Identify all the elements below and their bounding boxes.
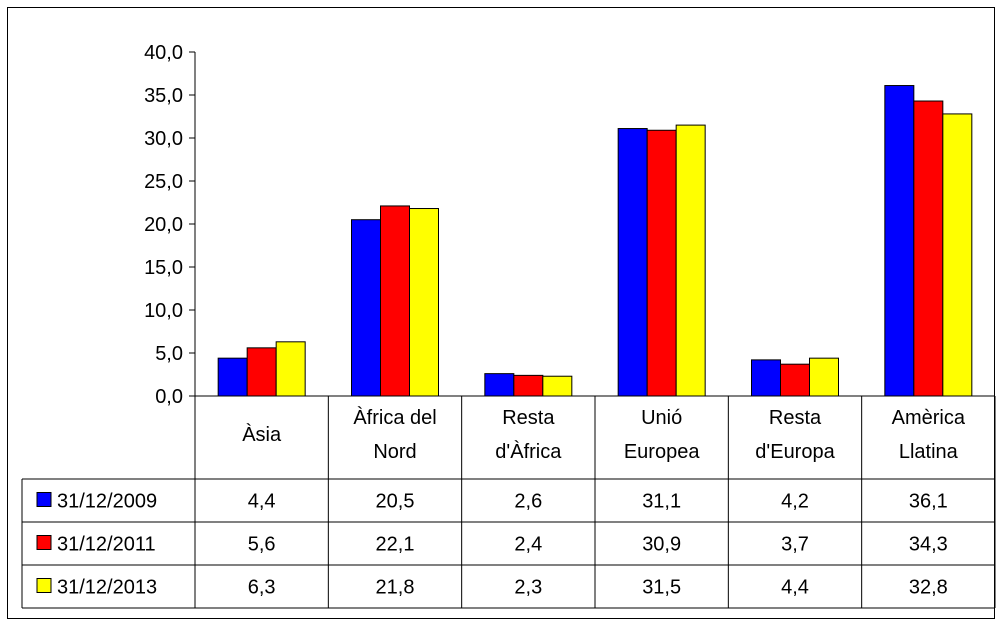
category-label: d'Europa — [755, 441, 835, 463]
category-label: d'Àfrica — [495, 440, 562, 463]
category-label: Resta — [769, 407, 822, 429]
bar — [542, 375, 573, 397]
bar — [275, 341, 306, 397]
data-table-value: 2,4 — [514, 534, 542, 556]
data-table-value: 20,5 — [376, 491, 415, 513]
category-label: Àsia — [242, 423, 282, 446]
data-table-value: 3,7 — [781, 534, 809, 556]
y-tick-label: 30,0 — [144, 128, 183, 150]
bar — [484, 373, 515, 397]
bar — [380, 205, 410, 397]
bar — [351, 219, 381, 397]
data-table-value: 30,9 — [642, 534, 681, 556]
legend-label: 31/12/2013 — [57, 577, 157, 599]
data-table-value: 34,3 — [909, 534, 948, 556]
data-table-value: 31,1 — [642, 491, 681, 513]
data-table-value: 2,6 — [514, 491, 542, 513]
bar — [884, 85, 915, 397]
category-label: Amèrica — [892, 407, 966, 429]
y-tick-label: 5,0 — [155, 343, 183, 365]
legend-swatch — [36, 578, 52, 593]
bar — [217, 357, 248, 397]
data-table-value: 22,1 — [376, 534, 415, 556]
bar — [617, 128, 648, 397]
bar — [809, 357, 839, 397]
data-table-value: 32,8 — [909, 577, 948, 599]
bar — [646, 129, 677, 397]
bar — [246, 347, 277, 397]
y-tick-label: 20,0 — [144, 214, 183, 236]
data-table-value: 5,6 — [248, 534, 276, 556]
data-table-value: 21,8 — [376, 577, 415, 599]
category-label: Nord — [373, 441, 416, 463]
category-label: Unió — [641, 407, 682, 429]
y-tick-label: 0,0 — [155, 386, 183, 408]
data-table-value: 4,4 — [248, 491, 276, 513]
bar — [513, 374, 544, 397]
y-tick-label: 25,0 — [144, 171, 183, 193]
data-table-value: 6,3 — [248, 577, 276, 599]
y-tick-label: 15,0 — [144, 257, 183, 279]
data-table-value: 2,3 — [514, 577, 542, 599]
y-tick-label: 35,0 — [144, 85, 183, 107]
data-table-value: 4,4 — [781, 577, 809, 599]
bar — [675, 124, 706, 397]
legend-label: 31/12/2009 — [57, 491, 157, 513]
bar — [780, 363, 810, 397]
legend-label: 31/12/2011 — [57, 534, 156, 556]
legend-swatch — [36, 492, 52, 507]
data-table-value: 4,2 — [781, 491, 809, 513]
category-label: Resta — [502, 407, 555, 429]
bar — [913, 100, 944, 397]
bar — [942, 113, 973, 397]
bar — [409, 208, 439, 397]
bar — [751, 359, 781, 397]
legend-swatch — [36, 535, 52, 550]
data-table-value: 31,5 — [642, 577, 681, 599]
category-label: Llatina — [899, 441, 959, 463]
y-tick-label: 40,0 — [144, 42, 183, 64]
data-table-value: 36,1 — [909, 491, 948, 513]
y-tick-label: 10,0 — [144, 300, 183, 322]
category-label: Àfrica del — [353, 406, 436, 429]
category-label: Europea — [624, 441, 700, 463]
chart-frame — [7, 7, 995, 619]
